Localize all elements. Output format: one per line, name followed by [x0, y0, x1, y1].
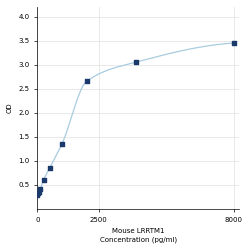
Point: [42, 178, 46, 182]
Y-axis label: OD: OD: [7, 102, 13, 113]
Point: [134, 60, 138, 64]
Point: [48, 166, 52, 170]
Point: [36, 192, 40, 196]
Point: [37, 190, 41, 194]
Point: [232, 41, 236, 45]
Point: [84, 80, 88, 84]
Point: [36, 193, 40, 197]
X-axis label: Mouse LRRTM1
Concentration (pg/ml): Mouse LRRTM1 Concentration (pg/ml): [100, 228, 177, 243]
Point: [38, 187, 42, 191]
Point: [60, 142, 64, 146]
